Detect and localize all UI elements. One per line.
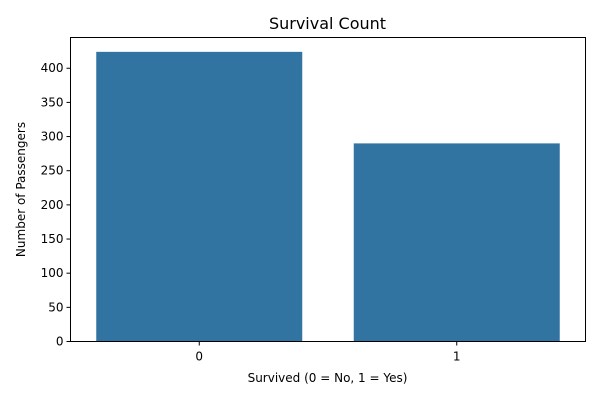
y-tick-label-0: 0 [56, 335, 64, 349]
x-axis-label: Survived (0 = No, 1 = Yes) [248, 371, 408, 385]
chart-title: Survival Count [269, 14, 386, 33]
x-tick-label-0: 0 [195, 350, 203, 364]
y-tick-label-200: 200 [41, 198, 64, 212]
y-tick-label-150: 150 [41, 232, 64, 246]
y-tick-label-100: 100 [41, 266, 64, 280]
y-tick-label-250: 250 [41, 164, 64, 178]
y-axis: 0 50 100 150 200 250 300 350 400 [41, 61, 71, 349]
y-axis-label: Number of Passengers [14, 122, 28, 257]
y-tick-label-400: 400 [41, 61, 64, 75]
bar-0 [96, 51, 303, 342]
y-tick-label-350: 350 [41, 95, 64, 109]
bar-1 [353, 143, 560, 342]
plot-frame [70, 37, 586, 342]
y-tick-label-300: 300 [41, 130, 64, 144]
x-tick-label-1: 1 [453, 350, 461, 364]
bars-layer [96, 51, 560, 342]
y-tick-label-50: 50 [48, 300, 63, 314]
